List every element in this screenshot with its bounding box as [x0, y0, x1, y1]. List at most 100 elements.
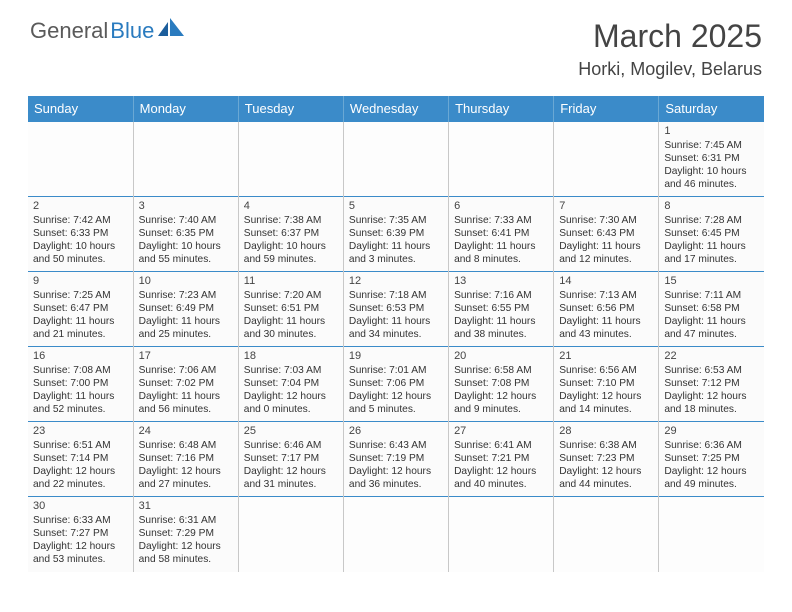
day-number: 28 — [559, 424, 653, 438]
calendar-day-cell — [554, 497, 659, 572]
month-title: March 2025 — [578, 18, 762, 55]
day-day1: Daylight: 10 hours — [664, 165, 759, 178]
calendar-day-cell — [449, 122, 554, 197]
day-sunset: Sunset: 7:23 PM — [559, 452, 653, 465]
day-day1: Daylight: 12 hours — [664, 390, 759, 403]
day-number: 10 — [139, 274, 233, 288]
calendar-day-cell — [238, 122, 343, 197]
day-day2: and 36 minutes. — [349, 478, 443, 491]
day-sunrise: Sunrise: 6:36 AM — [664, 439, 759, 452]
calendar-day-cell: 27Sunrise: 6:41 AMSunset: 7:21 PMDayligh… — [449, 422, 554, 497]
day-day2: and 38 minutes. — [454, 328, 548, 341]
day-day2: and 12 minutes. — [559, 253, 653, 266]
calendar-day-cell: 2Sunrise: 7:42 AMSunset: 6:33 PMDaylight… — [28, 197, 133, 272]
day-day1: Daylight: 11 hours — [244, 315, 338, 328]
day-sunrise: Sunrise: 7:28 AM — [664, 214, 759, 227]
calendar-day-cell — [28, 122, 133, 197]
day-sunset: Sunset: 6:39 PM — [349, 227, 443, 240]
day-day1: Daylight: 11 hours — [139, 390, 233, 403]
day-day1: Daylight: 10 hours — [244, 240, 338, 253]
day-day1: Daylight: 12 hours — [454, 390, 548, 403]
day-day2: and 55 minutes. — [139, 253, 233, 266]
day-sunset: Sunset: 6:56 PM — [559, 302, 653, 315]
day-number: 20 — [454, 349, 548, 363]
day-number: 4 — [244, 199, 338, 213]
day-sunset: Sunset: 7:21 PM — [454, 452, 548, 465]
day-sunrise: Sunrise: 7:38 AM — [244, 214, 338, 227]
day-day2: and 14 minutes. — [559, 403, 653, 416]
weekday-header: Saturday — [659, 96, 764, 122]
day-sunset: Sunset: 6:35 PM — [139, 227, 233, 240]
day-sunset: Sunset: 7:00 PM — [33, 377, 128, 390]
day-day1: Daylight: 12 hours — [244, 390, 338, 403]
day-number: 23 — [33, 424, 128, 438]
day-sunset: Sunset: 6:43 PM — [559, 227, 653, 240]
calendar-day-cell: 31Sunrise: 6:31 AMSunset: 7:29 PMDayligh… — [133, 497, 238, 572]
day-day2: and 50 minutes. — [33, 253, 128, 266]
day-sunrise: Sunrise: 7:06 AM — [139, 364, 233, 377]
day-day1: Daylight: 12 hours — [349, 390, 443, 403]
day-number: 19 — [349, 349, 443, 363]
day-day2: and 43 minutes. — [559, 328, 653, 341]
day-sunrise: Sunrise: 7:45 AM — [664, 139, 759, 152]
calendar-week-row: 23Sunrise: 6:51 AMSunset: 7:14 PMDayligh… — [28, 422, 764, 497]
day-sunrise: Sunrise: 7:03 AM — [244, 364, 338, 377]
day-day1: Daylight: 11 hours — [349, 240, 443, 253]
day-sunset: Sunset: 7:12 PM — [664, 377, 759, 390]
day-sunrise: Sunrise: 7:13 AM — [559, 289, 653, 302]
calendar-day-cell: 18Sunrise: 7:03 AMSunset: 7:04 PMDayligh… — [238, 347, 343, 422]
day-day2: and 59 minutes. — [244, 253, 338, 266]
day-number: 1 — [664, 124, 759, 138]
day-day1: Daylight: 12 hours — [139, 540, 233, 553]
day-day2: and 17 minutes. — [664, 253, 759, 266]
day-sunrise: Sunrise: 7:42 AM — [33, 214, 128, 227]
calendar-day-cell: 23Sunrise: 6:51 AMSunset: 7:14 PMDayligh… — [28, 422, 133, 497]
day-number: 9 — [33, 274, 128, 288]
title-block: March 2025 Horki, Mogilev, Belarus — [578, 18, 762, 80]
day-sunrise: Sunrise: 7:18 AM — [349, 289, 443, 302]
day-day1: Daylight: 12 hours — [559, 465, 653, 478]
calendar-table: SundayMondayTuesdayWednesdayThursdayFrid… — [28, 96, 764, 572]
day-sunset: Sunset: 6:53 PM — [349, 302, 443, 315]
day-sunrise: Sunrise: 6:38 AM — [559, 439, 653, 452]
day-sunrise: Sunrise: 7:33 AM — [454, 214, 548, 227]
day-sunrise: Sunrise: 6:46 AM — [244, 439, 338, 452]
calendar-day-cell — [343, 497, 448, 572]
day-day1: Daylight: 12 hours — [33, 465, 128, 478]
day-day2: and 46 minutes. — [664, 178, 759, 191]
day-day2: and 30 minutes. — [244, 328, 338, 341]
day-sunset: Sunset: 6:55 PM — [454, 302, 548, 315]
day-day2: and 21 minutes. — [33, 328, 128, 341]
day-number: 22 — [664, 349, 759, 363]
calendar-day-cell — [659, 497, 764, 572]
day-day2: and 0 minutes. — [244, 403, 338, 416]
day-day1: Daylight: 11 hours — [664, 240, 759, 253]
day-sunset: Sunset: 6:49 PM — [139, 302, 233, 315]
calendar-day-cell: 20Sunrise: 6:58 AMSunset: 7:08 PMDayligh… — [449, 347, 554, 422]
day-sunset: Sunset: 7:17 PM — [244, 452, 338, 465]
day-number: 29 — [664, 424, 759, 438]
calendar-header-row: SundayMondayTuesdayWednesdayThursdayFrid… — [28, 96, 764, 122]
day-sunrise: Sunrise: 6:41 AM — [454, 439, 548, 452]
day-day1: Daylight: 11 hours — [33, 315, 128, 328]
calendar-day-cell: 4Sunrise: 7:38 AMSunset: 6:37 PMDaylight… — [238, 197, 343, 272]
day-number: 7 — [559, 199, 653, 213]
day-sunset: Sunset: 6:31 PM — [664, 152, 759, 165]
day-sunset: Sunset: 7:06 PM — [349, 377, 443, 390]
day-sunset: Sunset: 6:41 PM — [454, 227, 548, 240]
day-sunrise: Sunrise: 7:11 AM — [664, 289, 759, 302]
day-sunset: Sunset: 7:04 PM — [244, 377, 338, 390]
day-sunrise: Sunrise: 7:23 AM — [139, 289, 233, 302]
day-day2: and 9 minutes. — [454, 403, 548, 416]
calendar-day-cell: 9Sunrise: 7:25 AMSunset: 6:47 PMDaylight… — [28, 272, 133, 347]
calendar-day-cell: 12Sunrise: 7:18 AMSunset: 6:53 PMDayligh… — [343, 272, 448, 347]
day-sunrise: Sunrise: 7:08 AM — [33, 364, 128, 377]
day-day2: and 34 minutes. — [349, 328, 443, 341]
header: GeneralBlue March 2025 Horki, Mogilev, B… — [0, 0, 792, 88]
day-number: 18 — [244, 349, 338, 363]
day-day1: Daylight: 10 hours — [139, 240, 233, 253]
calendar-day-cell — [449, 497, 554, 572]
day-sunrise: Sunrise: 7:16 AM — [454, 289, 548, 302]
day-day2: and 27 minutes. — [139, 478, 233, 491]
calendar-day-cell — [133, 122, 238, 197]
